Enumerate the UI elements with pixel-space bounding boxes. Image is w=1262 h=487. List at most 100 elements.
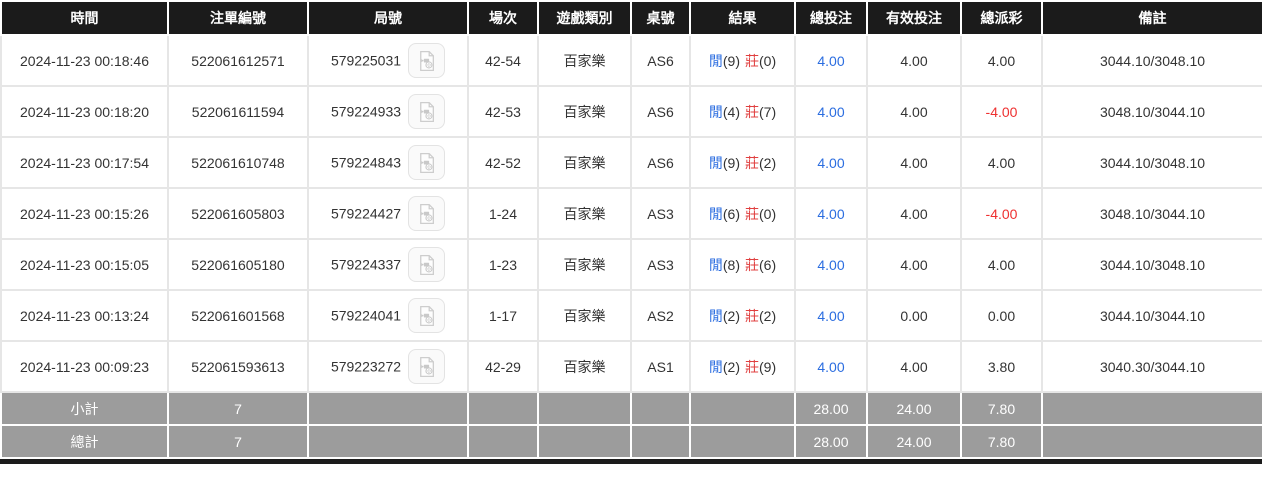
player-score: (9)	[722, 52, 740, 69]
grand-total-count: 7	[167, 424, 309, 459]
col-header-game-type: 遊戲類別	[537, 0, 632, 36]
total-bet-link[interactable]: 4.00	[794, 85, 868, 138]
video-replay-button[interactable]	[408, 349, 446, 384]
round-cell: 579224843	[307, 136, 469, 189]
result-cell: 閒(8) 莊(6)	[689, 238, 796, 291]
player-score: (6)	[722, 205, 740, 222]
subtotal-payout: 7.80	[960, 391, 1043, 426]
remark-cell: 3044.10/3044.10	[1041, 289, 1262, 342]
video-file-icon	[419, 203, 434, 224]
payout-cell: 0.00	[960, 289, 1043, 342]
time-cell: 2024-11-23 00:15:05	[0, 238, 169, 291]
remark-cell: 3044.10/3048.10	[1041, 136, 1262, 189]
table-row: 2024-11-23 00:13:24 522061601568 5792240…	[0, 289, 1262, 342]
banker-label: 莊	[745, 103, 759, 120]
total-bet-link[interactable]: 4.00	[794, 136, 868, 189]
valid-bet-cell: 4.00	[866, 238, 962, 291]
round-cell: 579224427	[307, 187, 469, 240]
player-score: (2)	[722, 307, 740, 324]
game-type-cell: 百家樂	[537, 34, 632, 87]
table-row: 2024-11-23 00:15:26 522061605803 5792244…	[0, 187, 1262, 240]
result-cell: 閒(6) 莊(0)	[689, 187, 796, 240]
payout-cell: 4.00	[960, 136, 1043, 189]
total-bet-link[interactable]: 4.00	[794, 187, 868, 240]
session-cell: 1-24	[467, 187, 539, 240]
banker-label: 莊	[745, 307, 759, 324]
total-bet-link[interactable]: 4.00	[794, 340, 868, 393]
banker-score: (7)	[759, 103, 777, 120]
col-header-table-no: 桌號	[630, 0, 691, 36]
game-type-cell: 百家樂	[537, 238, 632, 291]
session-cell: 1-23	[467, 238, 539, 291]
round-cell: 579224337	[307, 238, 469, 291]
col-header-total-bet: 總投注	[794, 0, 868, 36]
time-cell: 2024-11-23 00:15:26	[0, 187, 169, 240]
video-replay-button[interactable]	[408, 94, 446, 129]
round-cell: 579223272	[307, 340, 469, 393]
table-row: 2024-11-23 00:09:23 522061593613 5792232…	[0, 340, 1262, 393]
session-cell: 42-53	[467, 85, 539, 138]
game-type-cell: 百家樂	[537, 187, 632, 240]
time-cell: 2024-11-23 00:17:54	[0, 136, 169, 189]
player-label: 閒	[708, 103, 723, 120]
video-file-icon	[419, 254, 434, 275]
video-replay-button[interactable]	[408, 145, 446, 180]
valid-bet-cell: 4.00	[866, 34, 962, 87]
banker-label: 莊	[745, 205, 759, 222]
player-label: 閒	[708, 256, 723, 273]
valid-bet-cell: 4.00	[866, 340, 962, 393]
payout-cell: -4.00	[960, 85, 1043, 138]
result-cell: 閒(2) 莊(9)	[689, 340, 796, 393]
player-score: (8)	[722, 256, 740, 273]
result-cell: 閒(9) 莊(2)	[689, 136, 796, 189]
time-cell: 2024-11-23 00:18:20	[0, 85, 169, 138]
banker-label: 莊	[745, 256, 759, 273]
col-header-valid-bet: 有效投注	[866, 0, 962, 36]
payout-cell: 4.00	[960, 238, 1043, 291]
video-file-icon	[419, 101, 434, 122]
total-bet-link[interactable]: 4.00	[794, 289, 868, 342]
video-replay-button[interactable]	[408, 196, 446, 231]
subtotal-total-bet: 28.00	[794, 391, 868, 426]
player-label: 閒	[708, 154, 723, 171]
grand-total-row: 總計 7 28.00 24.00 7.80	[0, 424, 1262, 459]
valid-bet-cell: 4.00	[866, 187, 962, 240]
round-cell: 579224933	[307, 85, 469, 138]
round-number: 579223272	[330, 358, 402, 375]
remark-cell: 3040.30/3044.10	[1041, 340, 1262, 393]
table-no-cell: AS3	[630, 238, 691, 291]
total-bet-link[interactable]: 4.00	[794, 238, 868, 291]
col-header-remark: 備註	[1041, 0, 1262, 36]
round-cell: 579225031	[307, 34, 469, 87]
round-number: 579225031	[330, 52, 402, 69]
grand-total-label: 總計	[0, 424, 169, 459]
game-type-cell: 百家樂	[537, 289, 632, 342]
table-row: 2024-11-23 00:18:20 522061611594 5792249…	[0, 85, 1262, 138]
round-number: 579224933	[330, 103, 402, 120]
video-replay-button[interactable]	[408, 247, 446, 282]
player-label: 閒	[708, 307, 723, 324]
total-bet-link[interactable]: 4.00	[794, 34, 868, 87]
subtotal-count: 7	[167, 391, 309, 426]
video-replay-button[interactable]	[408, 298, 446, 333]
valid-bet-cell: 0.00	[866, 289, 962, 342]
remark-cell: 3048.10/3044.10	[1041, 85, 1262, 138]
bet-id-cell: 522061601568	[167, 289, 309, 342]
round-number: 579224337	[330, 256, 402, 273]
session-cell: 42-54	[467, 34, 539, 87]
round-number: 579224041	[330, 307, 402, 324]
bet-history-table: 時間 注單編號 局號 場次 遊戲類別 桌號 結果 總投注 有效投注 總派彩 備註…	[0, 0, 1262, 459]
session-cell: 42-29	[467, 340, 539, 393]
col-header-payout: 總派彩	[960, 0, 1043, 36]
bet-id-cell: 522061612571	[167, 34, 309, 87]
payout-cell: -4.00	[960, 187, 1043, 240]
player-score: (4)	[722, 103, 740, 120]
bet-id-cell: 522061605180	[167, 238, 309, 291]
table-row: 2024-11-23 00:15:05 522061605180 5792243…	[0, 238, 1262, 291]
remark-cell: 3044.10/3048.10	[1041, 34, 1262, 87]
game-type-cell: 百家樂	[537, 85, 632, 138]
game-type-cell: 百家樂	[537, 340, 632, 393]
video-replay-button[interactable]	[408, 43, 446, 78]
table-no-cell: AS6	[630, 85, 691, 138]
table-no-cell: AS1	[630, 340, 691, 393]
